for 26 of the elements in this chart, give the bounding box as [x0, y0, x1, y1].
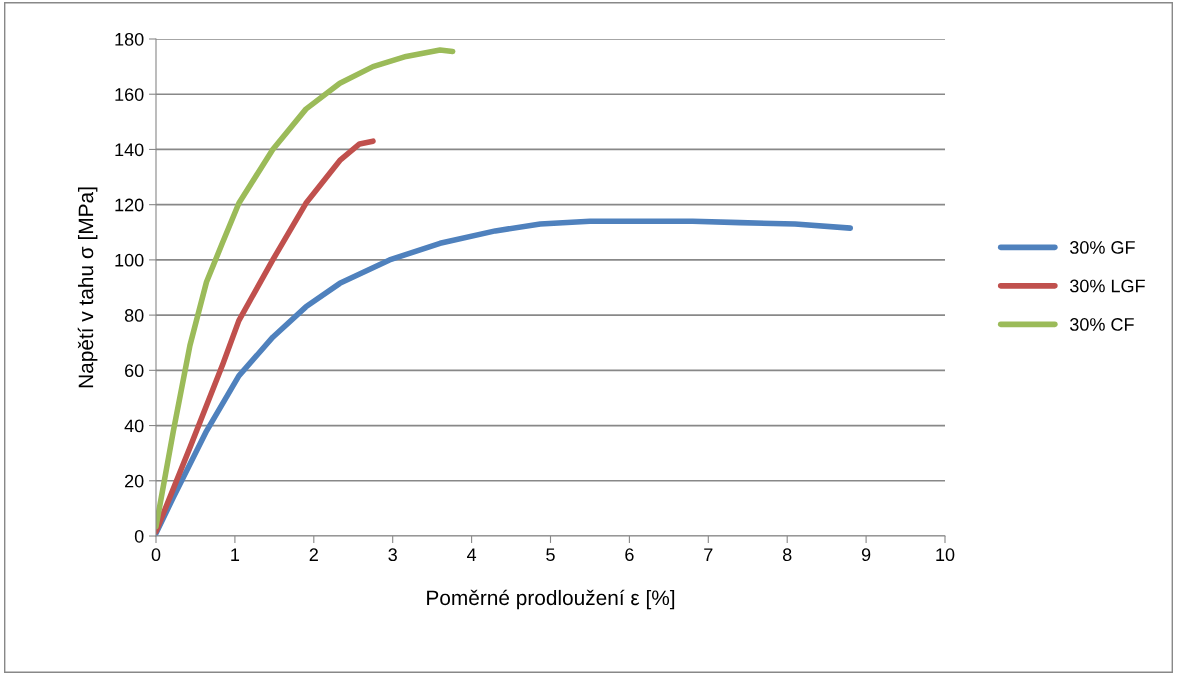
y-tick-label: 40	[124, 419, 144, 433]
x-tick-label: 1	[231, 548, 240, 561]
x-tick-label: 7	[704, 548, 713, 561]
x-tick-label: 4	[466, 548, 477, 561]
x-tick-label: 2	[309, 548, 318, 561]
y-axis-title: Napětí v tahu σ [MPa]	[77, 187, 98, 388]
y-tick-label: 60	[125, 364, 144, 378]
legend-label: 30% GF	[1070, 241, 1135, 254]
x-tick-label: 5	[546, 548, 555, 562]
x-tick-label: 3	[388, 548, 397, 562]
y-tick-label: 180	[115, 32, 144, 46]
x-tick-label: 9	[861, 548, 871, 562]
legend-label: 30% CF	[1070, 318, 1134, 331]
y-tick-label: 100	[115, 253, 144, 267]
y-tick-label: 160	[115, 88, 144, 101]
y-tick-label: 120	[115, 198, 144, 212]
x-tick-label: 10	[936, 548, 955, 562]
legend-label: 30% LGF	[1070, 279, 1145, 293]
x-axis-title: Poměrné prodloužení ε [%]	[427, 589, 675, 610]
x-tick-label: 8	[782, 548, 792, 562]
y-tick-label: 0	[134, 529, 144, 543]
y-tick-label: 140	[115, 143, 144, 157]
y-tick-label: 80	[124, 309, 144, 322]
x-tick-label: 6	[625, 548, 634, 562]
x-tick-label: 0	[151, 548, 161, 562]
y-tick-label: 20	[125, 474, 144, 488]
